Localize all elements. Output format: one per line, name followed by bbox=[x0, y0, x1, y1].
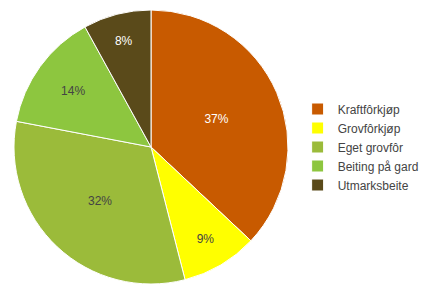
svg-text:Eget grovfôr: Eget grovfôr bbox=[338, 141, 403, 155]
svg-text:Kraftfôrkjøp: Kraftfôrkjøp bbox=[338, 103, 400, 117]
svg-text:9%: 9% bbox=[197, 232, 215, 246]
svg-text:8%: 8% bbox=[115, 34, 133, 48]
svg-text:Utmarksbeite: Utmarksbeite bbox=[338, 179, 409, 193]
svg-text:32%: 32% bbox=[88, 194, 112, 208]
svg-text:Beiting på gard: Beiting på gard bbox=[338, 160, 419, 174]
svg-text:14%: 14% bbox=[61, 84, 85, 98]
svg-text:37%: 37% bbox=[204, 112, 228, 126]
svg-text:Grovfôrkjøp: Grovfôrkjøp bbox=[338, 122, 401, 136]
